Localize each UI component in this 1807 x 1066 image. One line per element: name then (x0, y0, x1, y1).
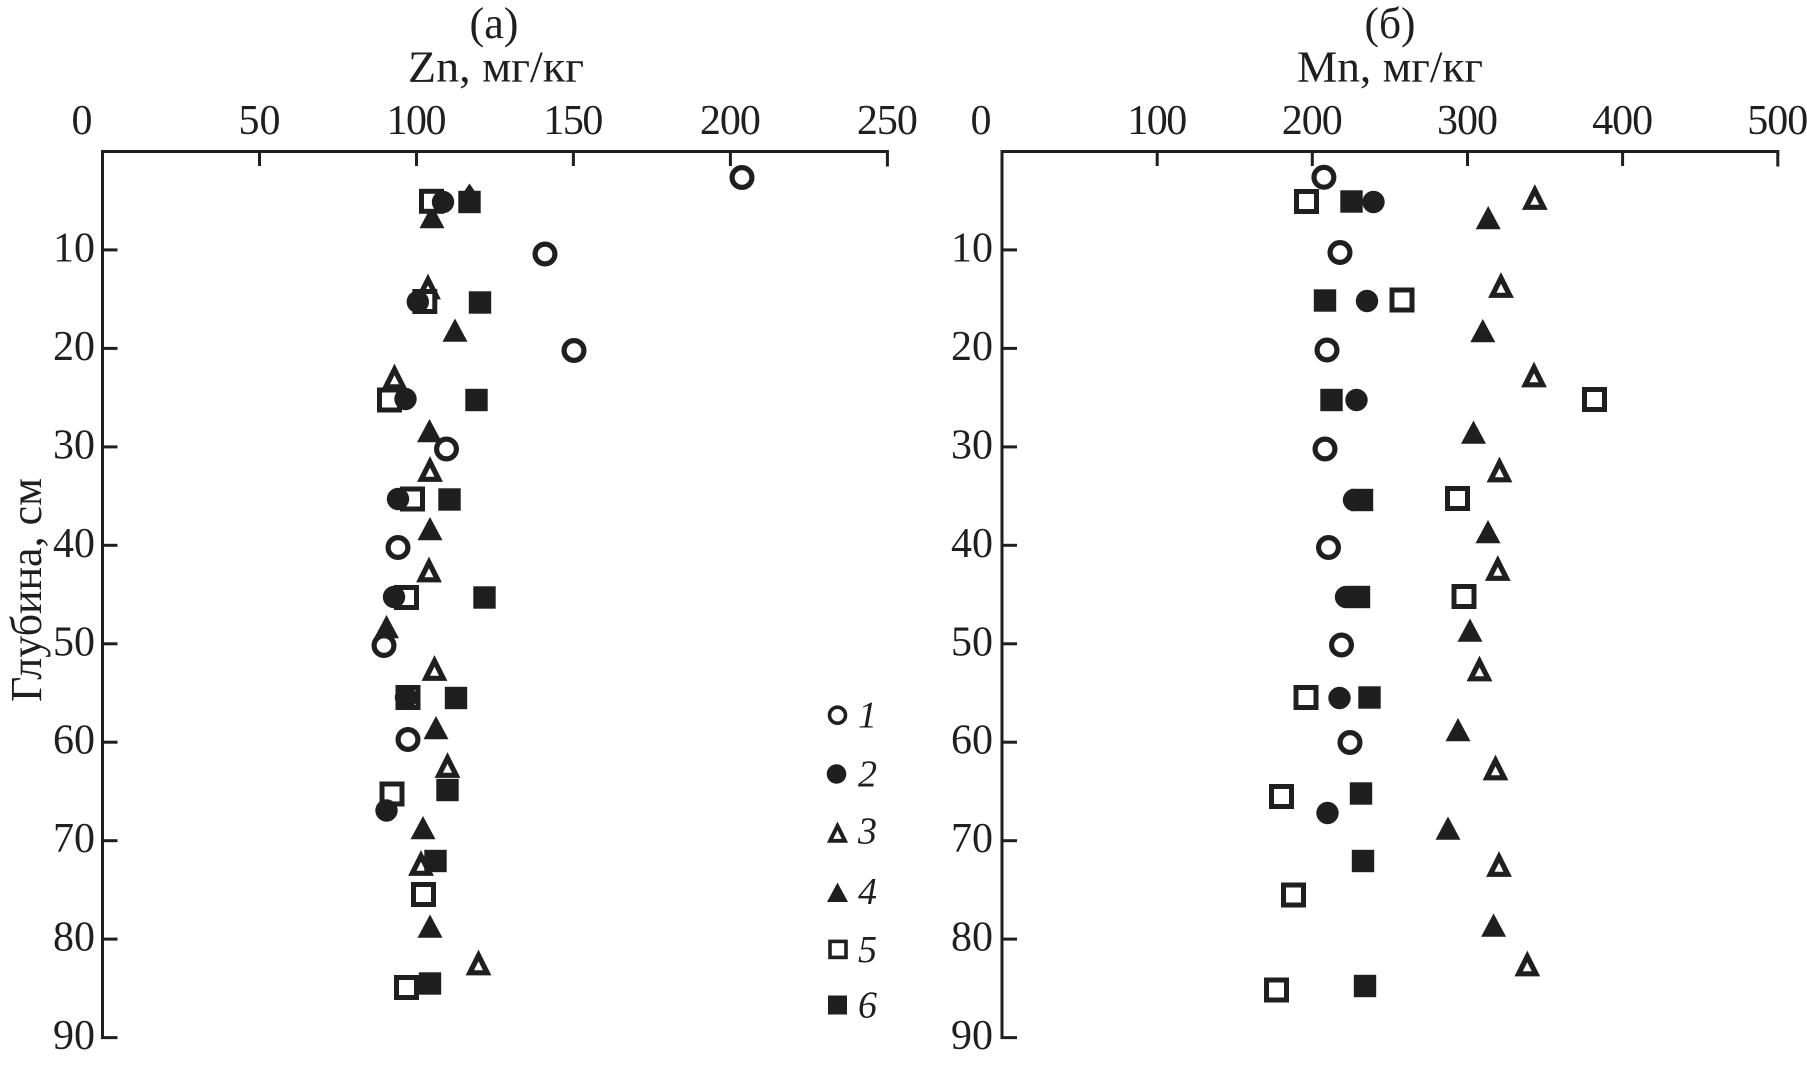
svg-text:150: 150 (543, 98, 603, 144)
svg-text:80: 80 (951, 915, 993, 961)
svg-text:70: 70 (53, 816, 95, 862)
svg-text:4: 4 (858, 871, 877, 913)
svg-text:Mn, мг/кг: Mn, мг/кг (1297, 43, 1483, 92)
svg-text:Глубина, см: Глубина, см (2, 478, 51, 702)
svg-text:90: 90 (53, 1013, 95, 1059)
svg-text:200: 200 (1282, 98, 1343, 144)
svg-text:80: 80 (53, 915, 95, 961)
svg-text:50: 50 (951, 619, 993, 665)
svg-text:100: 100 (1127, 98, 1187, 144)
svg-text:500: 500 (1747, 98, 1807, 144)
svg-text:(б): (б) (1365, 0, 1416, 48)
svg-text:400: 400 (1592, 98, 1653, 144)
svg-text:100: 100 (387, 98, 447, 144)
svg-text:0: 0 (971, 98, 992, 144)
svg-text:(a): (a) (470, 0, 519, 48)
svg-text:50: 50 (53, 619, 95, 665)
svg-text:60: 60 (53, 718, 95, 764)
svg-text:60: 60 (951, 718, 993, 764)
svg-text:6: 6 (858, 985, 877, 1027)
svg-text:30: 30 (53, 422, 95, 468)
svg-text:250: 250 (857, 98, 918, 144)
svg-text:5: 5 (858, 929, 877, 971)
svg-text:40: 40 (53, 521, 95, 567)
svg-text:10: 10 (951, 225, 993, 271)
svg-text:20: 20 (53, 324, 95, 370)
svg-text:0: 0 (72, 98, 93, 144)
svg-text:200: 200 (700, 98, 761, 144)
svg-text:90: 90 (951, 1013, 993, 1059)
svg-text:2: 2 (858, 754, 877, 796)
svg-text:1: 1 (858, 695, 877, 737)
svg-text:3: 3 (857, 811, 877, 853)
svg-text:300: 300 (1437, 98, 1498, 144)
svg-text:50: 50 (239, 98, 281, 144)
svg-text:20: 20 (951, 324, 993, 370)
svg-text:10: 10 (53, 225, 95, 271)
svg-text:Zn, мг/кг: Zn, мг/кг (408, 43, 584, 92)
svg-text:40: 40 (951, 521, 993, 567)
svg-text:30: 30 (951, 422, 993, 468)
svg-text:70: 70 (951, 816, 993, 862)
